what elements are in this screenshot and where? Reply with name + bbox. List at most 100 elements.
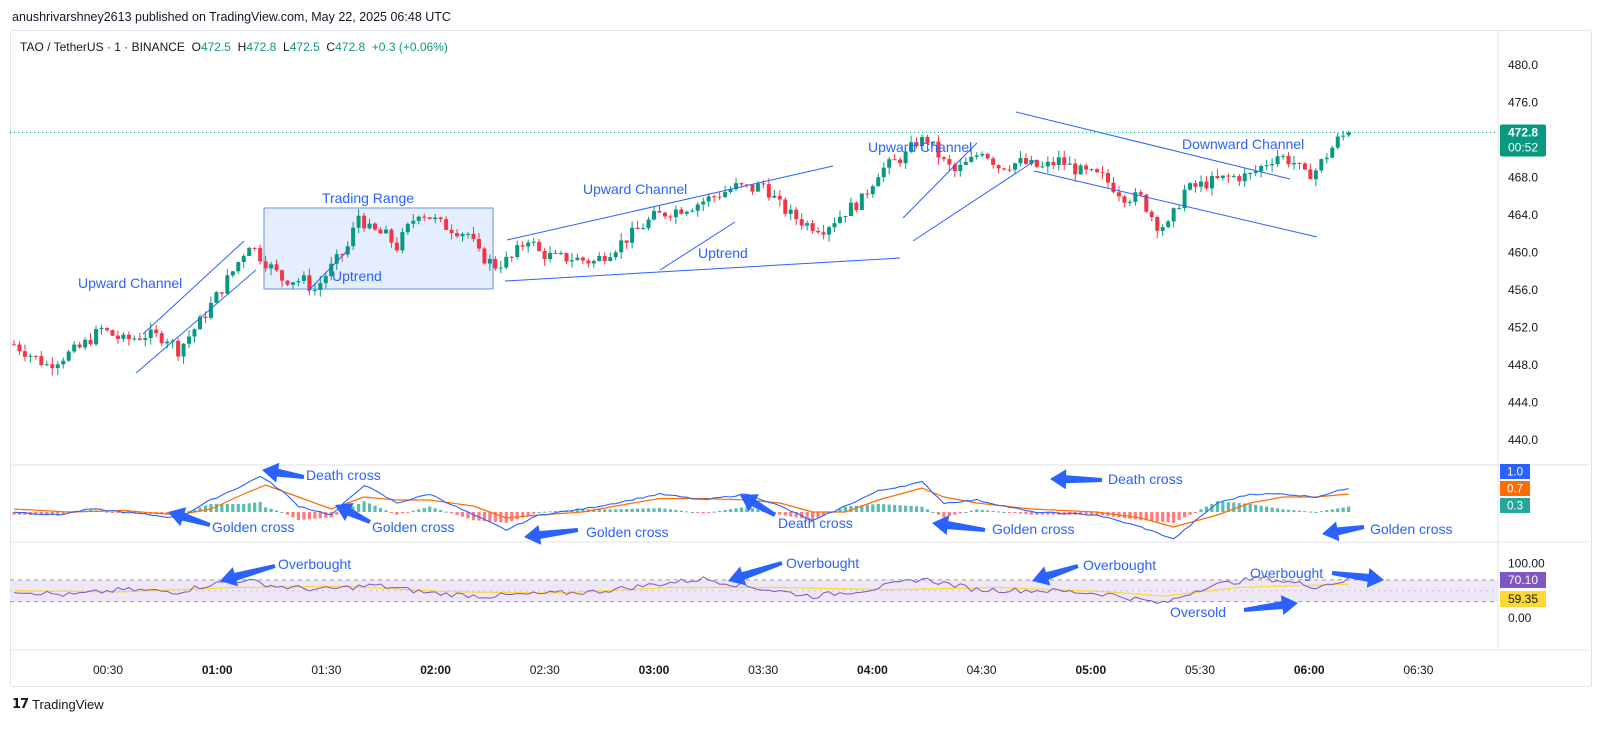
candle-body [569, 260, 574, 262]
macd-histogram-bar [1259, 505, 1263, 512]
macd-histogram-bar [1308, 511, 1312, 513]
candle-body [1111, 182, 1116, 193]
candle-body [936, 141, 941, 158]
candle-body [1084, 165, 1089, 170]
macd-histogram-bar [1314, 512, 1318, 513]
macd-histogram-bar [608, 509, 612, 512]
macd-histogram-bar [433, 508, 437, 512]
overbought-3-arrow [1032, 564, 1079, 586]
candle-body [1308, 169, 1313, 180]
macd-histogram-bar [1336, 508, 1340, 512]
candle-body [635, 227, 640, 230]
candle-body [963, 161, 968, 165]
macd-histogram-bar [1319, 511, 1323, 513]
macd-histogram-bar [778, 512, 782, 515]
axes-layer: 480.0476.0472.0468.0464.0460.0456.0452.0… [10, 58, 1546, 677]
macd-histogram-bar [225, 503, 229, 512]
candle-body [662, 212, 667, 217]
macd-histogram-bar [1150, 512, 1154, 521]
macd-histogram-bar [854, 505, 858, 512]
overbought-4-label: Overbought [1250, 565, 1323, 581]
price-tick-label: 464.0 [1508, 208, 1538, 222]
rsi-value-text: 59.35 [1508, 592, 1538, 606]
candle-body [362, 215, 367, 229]
candle-body [827, 227, 832, 235]
macd-histogram-bar [816, 512, 820, 518]
macd-histogram-bar [351, 506, 355, 512]
rsi-tick-label: 0.00 [1508, 611, 1532, 625]
macd-histogram-bar [980, 509, 984, 512]
macd-histogram-bar [285, 512, 290, 515]
candle-body [646, 219, 651, 229]
macd-histogram-bar [428, 506, 432, 512]
macd-histogram-bar [357, 503, 361, 512]
macd-histogram-bar [318, 512, 322, 519]
macd-histogram-bar [625, 508, 629, 512]
macd-histogram-bar [198, 507, 202, 512]
macd-histogram-bar [553, 510, 558, 512]
candle-body [509, 256, 514, 258]
macd-histogram-bar [1215, 501, 1219, 512]
legend-high-value: 472.8 [246, 40, 277, 54]
macd-histogram-bar [674, 509, 678, 512]
upward-channel-3-upper [902, 142, 978, 219]
candle-body [77, 344, 82, 348]
candle-body [1302, 163, 1307, 170]
macd-histogram-bar [127, 512, 131, 514]
candle-body [1056, 157, 1061, 166]
candle-body [575, 257, 580, 261]
candle-body [214, 292, 219, 303]
legend-symbol[interactable]: TAO / TetherUS · 1 · BINANCE [20, 40, 185, 54]
macd-histogram-bar [1172, 512, 1176, 523]
candle-body [471, 233, 476, 239]
macd-histogram-bar [192, 509, 197, 512]
candle-body [17, 344, 22, 352]
candle-body [323, 276, 328, 284]
macd-histogram-bar [991, 510, 995, 512]
chart-frame[interactable] [10, 30, 1592, 687]
candle-body [526, 242, 531, 247]
macd-histogram-bar [1139, 512, 1143, 521]
tradingview-brand[interactable]: 17 TradingView [12, 697, 104, 712]
candle-body [274, 264, 279, 271]
candle-body [1198, 181, 1203, 187]
candle-body [307, 275, 312, 291]
macd-histogram-bar [378, 507, 383, 512]
macd-histogram-bar [417, 509, 421, 512]
candle-body [690, 210, 695, 212]
macd-histogram-bar [258, 501, 262, 512]
candle-body [83, 339, 88, 348]
macd-histogram-bar [1193, 512, 1198, 513]
macd-histogram-bar [384, 510, 388, 512]
candle-body [482, 248, 487, 264]
candle-body [1133, 192, 1138, 202]
legend-close-label: C [326, 40, 336, 54]
macd-histogram-bar [1095, 512, 1099, 515]
candle-body [1297, 162, 1302, 164]
macd-histogram-bar [471, 512, 476, 521]
candle-body [717, 196, 722, 198]
candle-body [1182, 189, 1187, 209]
macd-histogram-bar [406, 512, 410, 513]
macd-histogram-bar [1018, 512, 1023, 514]
macd-histogram-bar [679, 510, 683, 512]
candle-body [821, 232, 826, 235]
candle-body [1106, 172, 1110, 183]
overbought-4-arrow [1331, 568, 1384, 588]
macd-histogram-bar [1079, 512, 1083, 515]
candle-body [630, 227, 635, 243]
candle-body [433, 217, 438, 220]
candle-body [1045, 161, 1050, 167]
macd-histogram-bar [909, 505, 913, 512]
candle-body [848, 202, 853, 217]
candle-body [1215, 176, 1220, 178]
macd-histogram-bar [783, 512, 787, 516]
macd-histogram-bar [395, 512, 399, 515]
macd-histogram-bar [1144, 512, 1148, 521]
candle-body [1237, 176, 1242, 182]
tv-logo-icon: 17 [12, 697, 29, 712]
symbol-legend[interactable]: TAO / TetherUS · 1 · BINANCE O472.5 H472… [20, 40, 448, 54]
candle-body [1248, 173, 1253, 175]
macd-histogram-bar [1046, 512, 1050, 515]
